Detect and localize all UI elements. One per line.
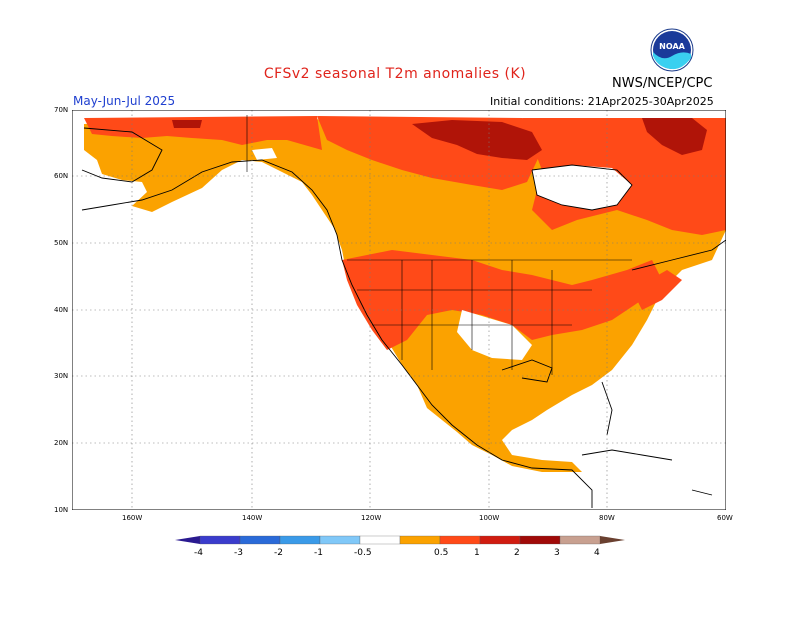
anomaly-band-2-3 <box>172 118 707 160</box>
legend-tick-label: 0.5 <box>434 548 449 558</box>
lon-label-120w: 120W <box>361 514 382 522</box>
legend-arrow-high <box>600 536 625 544</box>
lat-label-40n: 40N <box>54 306 69 314</box>
legend-arrow-low <box>175 536 200 544</box>
legend-cell <box>479 535 521 545</box>
legend-tick-label: 4 <box>594 548 600 558</box>
lon-label-60w: 60W <box>717 514 733 522</box>
legend-cell <box>439 535 481 545</box>
map-title: CFSv2 seasonal T2m anomalies (K) <box>263 66 527 82</box>
legend-cell <box>559 535 601 545</box>
legend-tick-label: 2 <box>514 548 520 558</box>
lon-label-160w: 160W <box>122 514 143 522</box>
legend-cell <box>279 535 321 545</box>
logo-text: NOAA <box>659 42 685 51</box>
legend-cell <box>199 535 241 545</box>
organization-label: NWS/NCEP/CPC <box>612 76 713 91</box>
legend-tick-label: -4 <box>194 548 203 558</box>
lat-label-50n: 50N <box>54 239 69 247</box>
legend-cell <box>519 535 561 545</box>
legend-tick-label: 3 <box>554 548 560 558</box>
graticule <box>72 110 726 510</box>
lon-label-140w: 140W <box>242 514 263 522</box>
legend-tick-label: -2 <box>274 548 283 558</box>
legend-tick-label: -1 <box>314 548 323 558</box>
legend-tick-label: 1 <box>474 548 480 558</box>
lat-label-60n: 60N <box>54 172 69 180</box>
anomaly-map <box>72 110 726 510</box>
legend-cell <box>399 535 441 545</box>
legend-tick-label: -3 <box>234 548 243 558</box>
legend-cell <box>239 535 281 545</box>
legend-cell <box>359 535 401 545</box>
legend-cells <box>175 535 625 545</box>
lon-label-100w: 100W <box>479 514 500 522</box>
lon-label-80w: 80W <box>599 514 615 522</box>
initial-conditions-label: Initial conditions: 21Apr2025-30Apr2025 <box>490 95 714 108</box>
season-label: May-Jun-Jul 2025 <box>73 94 176 108</box>
noaa-logo-icon: NOAA <box>650 28 694 72</box>
legend-tick-label: -0.5 <box>354 548 372 558</box>
lat-label-30n: 30N <box>54 372 69 380</box>
color-legend <box>175 535 625 545</box>
neutral-areas <box>252 148 632 360</box>
lat-label-10n: 10N <box>54 506 69 514</box>
lat-label-20n: 20N <box>54 439 69 447</box>
lat-label-70n: 70N <box>54 106 69 114</box>
legend-cell <box>319 535 361 545</box>
